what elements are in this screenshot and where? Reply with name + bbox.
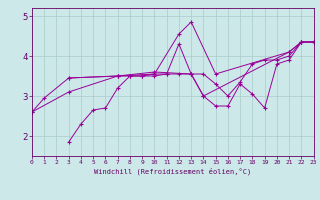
X-axis label: Windchill (Refroidissement éolien,°C): Windchill (Refroidissement éolien,°C) <box>94 168 252 175</box>
